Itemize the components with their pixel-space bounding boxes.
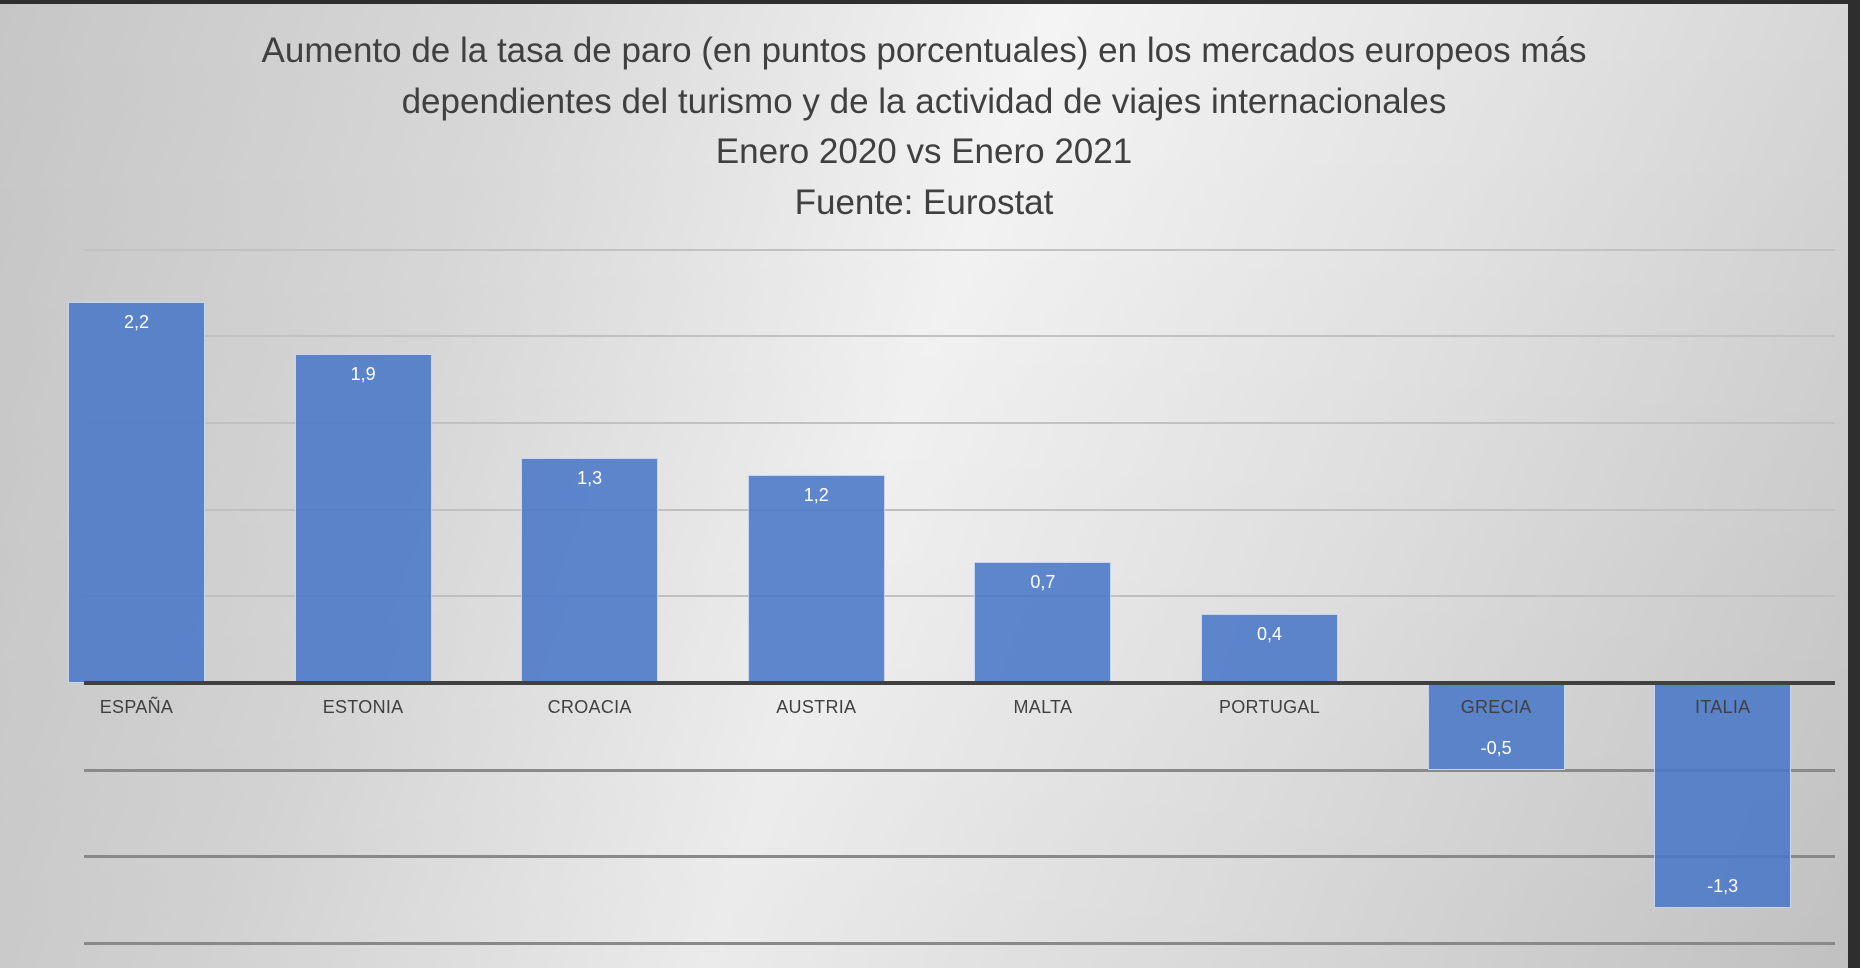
- category-label: CROACIA: [547, 697, 632, 717]
- data-label: 0,4: [1256, 623, 1283, 644]
- category-label: GRECIA: [1460, 697, 1532, 717]
- bar-españa: [68, 301, 205, 683]
- gridline: [84, 595, 1835, 598]
- data-label: -1,3: [1707, 876, 1739, 897]
- title-line-4: Fuente: Eurostat: [794, 182, 1054, 222]
- category-label: AUSTRIA: [776, 697, 857, 717]
- category-label: MALTA: [1013, 697, 1073, 717]
- title-line-1: Aumento de la tasa de paro (en puntos po…: [261, 31, 1587, 70]
- data-label: 1,9: [350, 363, 376, 384]
- title-line-2: dependientes del turismo y de la activid…: [401, 81, 1447, 121]
- title-line-3: Enero 2020 vs Enero 2021: [715, 132, 1133, 171]
- category-label: PORTUGAL: [1218, 697, 1321, 717]
- bar-malta: [974, 561, 1112, 683]
- data-label: -0,5: [1480, 737, 1512, 758]
- category-label: ESPAÑA: [99, 697, 174, 717]
- gridline: [84, 768, 1835, 772]
- gridline: [84, 508, 1835, 511]
- plot-area: 2,2 ESPAÑA 1,9 ESTONIA 1,3 CROACIA 1,2 AUSTRIA 0…: [0, 4, 1848, 968]
- bar-portugal: [1201, 613, 1338, 683]
- x-axis-line: [84, 681, 1835, 685]
- bar-austria: [747, 474, 885, 683]
- gridline: [84, 942, 1835, 946]
- data-label: 1,3: [577, 467, 603, 488]
- gridline: [84, 335, 1835, 338]
- data-label: 2,2: [123, 311, 150, 332]
- gridline: [84, 855, 1835, 859]
- data-label: 1,2: [803, 484, 829, 505]
- bar-estonia: [294, 353, 432, 683]
- category-label: ITALIA: [1694, 697, 1751, 717]
- chart-title: Aumento de la tasa de paro (en puntos po…: [0, 26, 1848, 228]
- gridline: [84, 421, 1835, 424]
- data-label: 0,7: [1030, 571, 1056, 592]
- bar-italia: [1654, 683, 1792, 909]
- category-label: ESTONIA: [322, 697, 404, 717]
- chart-frame: Aumento de la tasa de paro (en puntos po…: [0, 4, 1848, 968]
- bar-croacia: [521, 457, 659, 683]
- gridline: [84, 248, 1835, 251]
